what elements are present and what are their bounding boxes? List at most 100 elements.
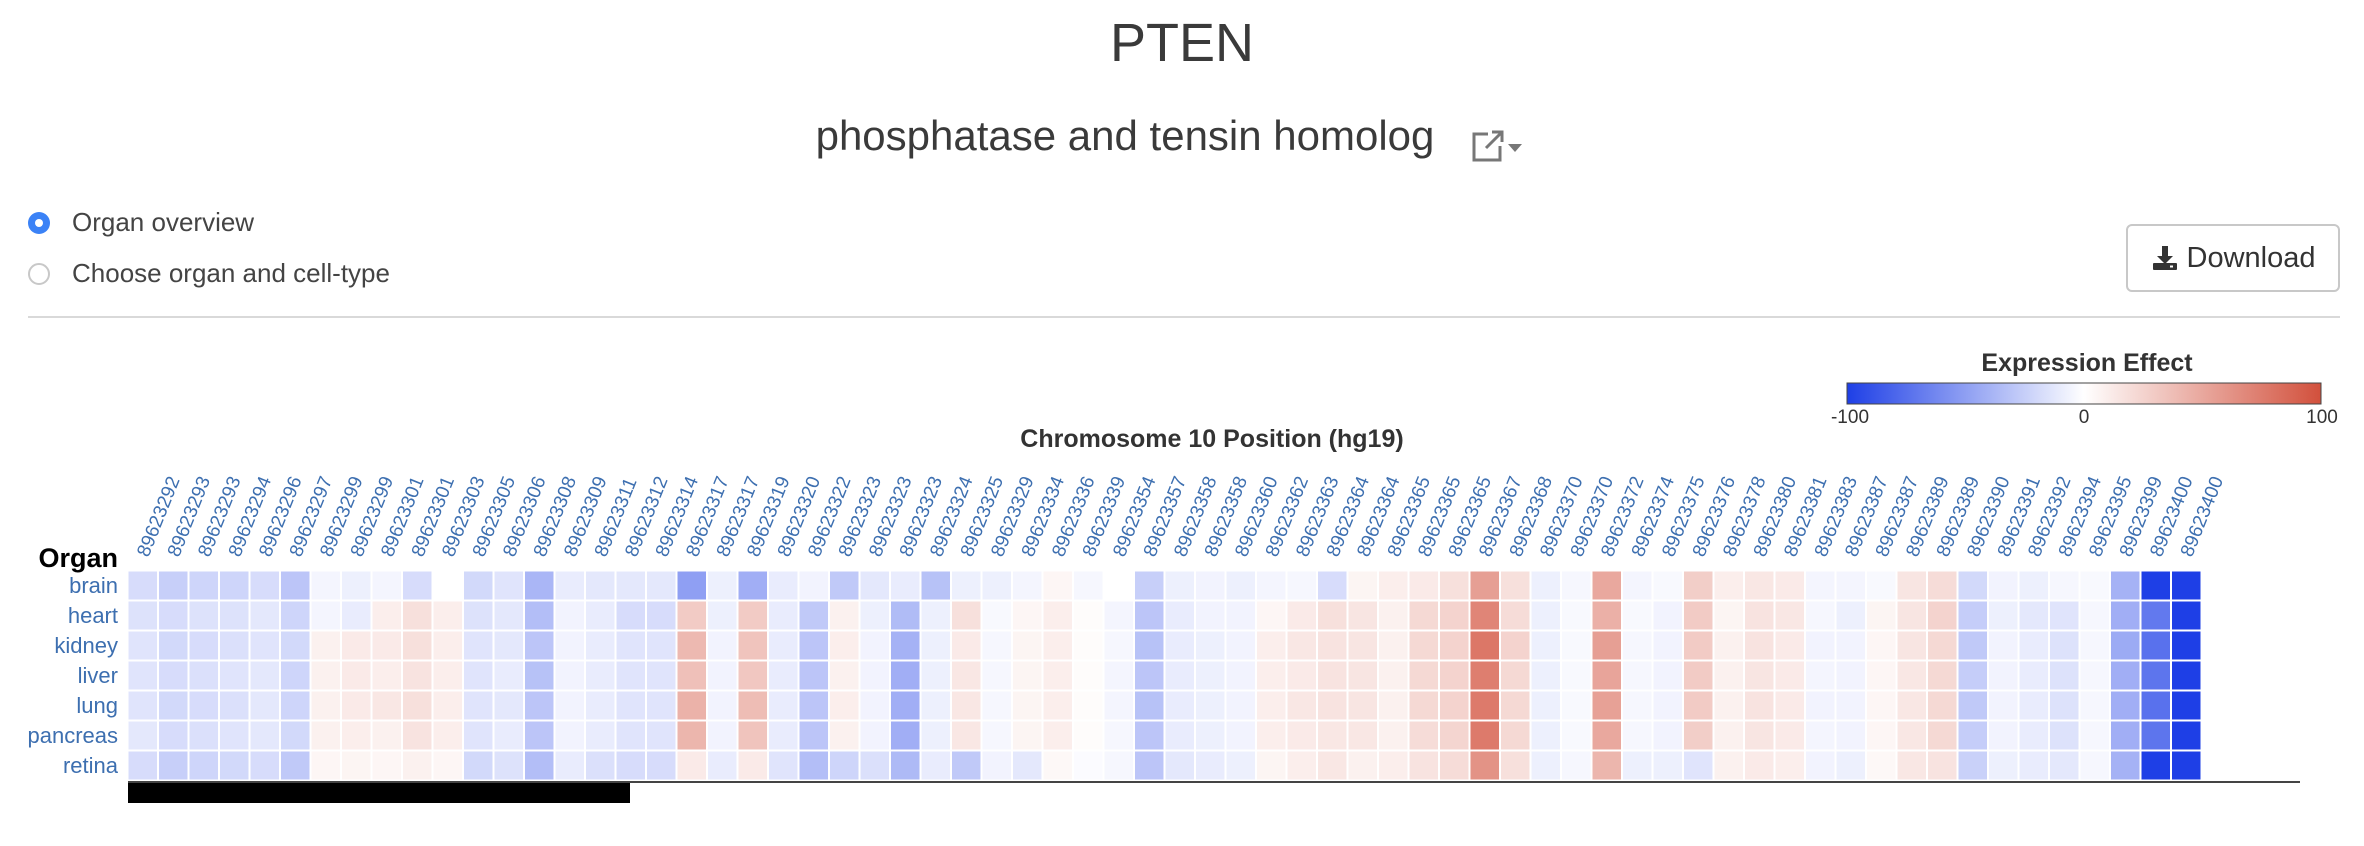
heatmap-cell[interactable] — [676, 660, 707, 691]
heatmap-cell[interactable] — [1683, 690, 1714, 721]
heatmap-cell[interactable] — [1347, 690, 1378, 721]
heatmap-cell[interactable] — [280, 600, 311, 631]
heatmap-cell[interactable] — [1713, 630, 1744, 661]
heatmap-cell[interactable] — [280, 570, 311, 601]
heatmap-cell[interactable] — [432, 750, 463, 781]
heatmap-cell[interactable] — [158, 750, 189, 781]
heatmap-cell[interactable] — [1744, 720, 1775, 751]
heatmap-cell[interactable] — [1073, 630, 1104, 661]
heatmap-cell[interactable] — [2079, 600, 2110, 631]
heatmap-cell[interactable] — [1164, 690, 1195, 721]
heatmap-cell[interactable] — [1652, 600, 1683, 631]
heatmap-cell[interactable] — [707, 690, 738, 721]
heatmap-cell[interactable] — [1225, 750, 1256, 781]
heatmap-cell[interactable] — [249, 690, 280, 721]
heatmap-cell[interactable] — [1256, 630, 1287, 661]
heatmap-cell[interactable] — [1469, 750, 1500, 781]
heatmap-cell[interactable] — [2079, 750, 2110, 781]
heatmap-cell[interactable] — [1286, 750, 1317, 781]
heatmap-cell[interactable] — [1622, 660, 1653, 691]
heatmap-cell[interactable] — [585, 600, 616, 631]
heatmap-cell[interactable] — [1805, 570, 1836, 601]
heatmap-cell[interactable] — [1408, 630, 1439, 661]
heatmap-cell[interactable] — [1530, 690, 1561, 721]
heatmap-cell[interactable] — [1103, 600, 1134, 631]
heatmap-cell[interactable] — [1744, 660, 1775, 691]
heatmap-cell[interactable] — [188, 750, 219, 781]
heatmap-cell[interactable] — [2171, 690, 2202, 721]
heatmap-cell[interactable] — [1561, 630, 1592, 661]
heatmap-cell[interactable] — [2171, 750, 2202, 781]
heatmap-cell[interactable] — [1866, 630, 1897, 661]
heatmap-cell[interactable] — [798, 660, 829, 691]
heatmap-cell[interactable] — [127, 660, 158, 691]
heatmap-cell[interactable] — [188, 660, 219, 691]
heatmap-cell[interactable] — [1744, 750, 1775, 781]
heatmap-cell[interactable] — [1347, 570, 1378, 601]
heatmap-cell[interactable] — [1683, 660, 1714, 691]
heatmap-cell[interactable] — [310, 750, 341, 781]
heatmap-cell[interactable] — [1774, 690, 1805, 721]
heatmap-cell[interactable] — [341, 630, 372, 661]
heatmap-cell[interactable] — [432, 720, 463, 751]
heatmap-cell[interactable] — [2018, 600, 2049, 631]
heatmap-cell[interactable] — [1195, 630, 1226, 661]
heatmap-cell[interactable] — [1347, 600, 1378, 631]
heatmap-cell[interactable] — [432, 600, 463, 631]
heatmap-cell[interactable] — [2049, 600, 2080, 631]
heatmap-cell[interactable] — [1988, 750, 2019, 781]
heatmap-cell[interactable] — [920, 660, 951, 691]
heatmap-cell[interactable] — [493, 720, 524, 751]
heatmap-cell[interactable] — [859, 600, 890, 631]
heatmap-cell[interactable] — [1134, 750, 1165, 781]
heatmap-cell[interactable] — [585, 690, 616, 721]
heatmap-cell[interactable] — [646, 660, 677, 691]
heatmap-cell[interactable] — [2018, 630, 2049, 661]
heatmap-cell[interactable] — [737, 720, 768, 751]
heatmap-cell[interactable] — [890, 690, 921, 721]
heatmap-cell[interactable] — [127, 600, 158, 631]
heatmap-cell[interactable] — [737, 660, 768, 691]
heatmap-cell[interactable] — [829, 690, 860, 721]
heatmap-cell[interactable] — [859, 570, 890, 601]
heatmap-cell[interactable] — [1561, 720, 1592, 751]
heatmap-cell[interactable] — [768, 570, 799, 601]
heatmap-cell[interactable] — [402, 570, 433, 601]
heatmap-cell[interactable] — [1744, 690, 1775, 721]
heatmap-cell[interactable] — [1408, 600, 1439, 631]
heatmap-cell[interactable] — [1317, 600, 1348, 631]
heatmap-cell[interactable] — [1805, 720, 1836, 751]
heatmap-cell[interactable] — [1469, 660, 1500, 691]
heatmap-cell[interactable] — [1073, 660, 1104, 691]
heatmap-cell[interactable] — [1591, 570, 1622, 601]
heatmap-cell[interactable] — [1652, 630, 1683, 661]
heatmap-cell[interactable] — [2079, 660, 2110, 691]
heatmap-cell[interactable] — [1012, 660, 1043, 691]
heatmap-cell[interactable] — [920, 690, 951, 721]
heatmap-cell[interactable] — [402, 690, 433, 721]
row-label-liver[interactable]: liver — [78, 663, 118, 688]
heatmap-cell[interactable] — [341, 570, 372, 601]
heatmap-cell[interactable] — [127, 690, 158, 721]
row-label-kidney[interactable]: kidney — [54, 633, 118, 658]
heatmap-cell[interactable] — [1439, 750, 1470, 781]
heatmap-cell[interactable] — [1896, 750, 1927, 781]
heatmap-cell[interactable] — [1896, 600, 1927, 631]
heatmap-cell[interactable] — [1500, 600, 1531, 631]
heatmap-cell[interactable] — [676, 630, 707, 661]
heatmap-cell[interactable] — [1896, 690, 1927, 721]
heatmap-cell[interactable] — [707, 570, 738, 601]
heatmap-cell[interactable] — [310, 720, 341, 751]
heatmap-cell[interactable] — [1073, 750, 1104, 781]
heatmap-cell[interactable] — [1896, 630, 1927, 661]
heatmap-cell[interactable] — [1652, 720, 1683, 751]
heatmap-cell[interactable] — [1286, 600, 1317, 631]
heatmap-cell[interactable] — [1347, 720, 1378, 751]
heatmap-cell[interactable] — [1225, 630, 1256, 661]
download-button[interactable]: Download — [2126, 224, 2340, 292]
heatmap-cell[interactable] — [1957, 660, 1988, 691]
heatmap-cell[interactable] — [1713, 750, 1744, 781]
heatmap-cell[interactable] — [1225, 690, 1256, 721]
heatmap-cell[interactable] — [1744, 630, 1775, 661]
heatmap-cell[interactable] — [1835, 660, 1866, 691]
